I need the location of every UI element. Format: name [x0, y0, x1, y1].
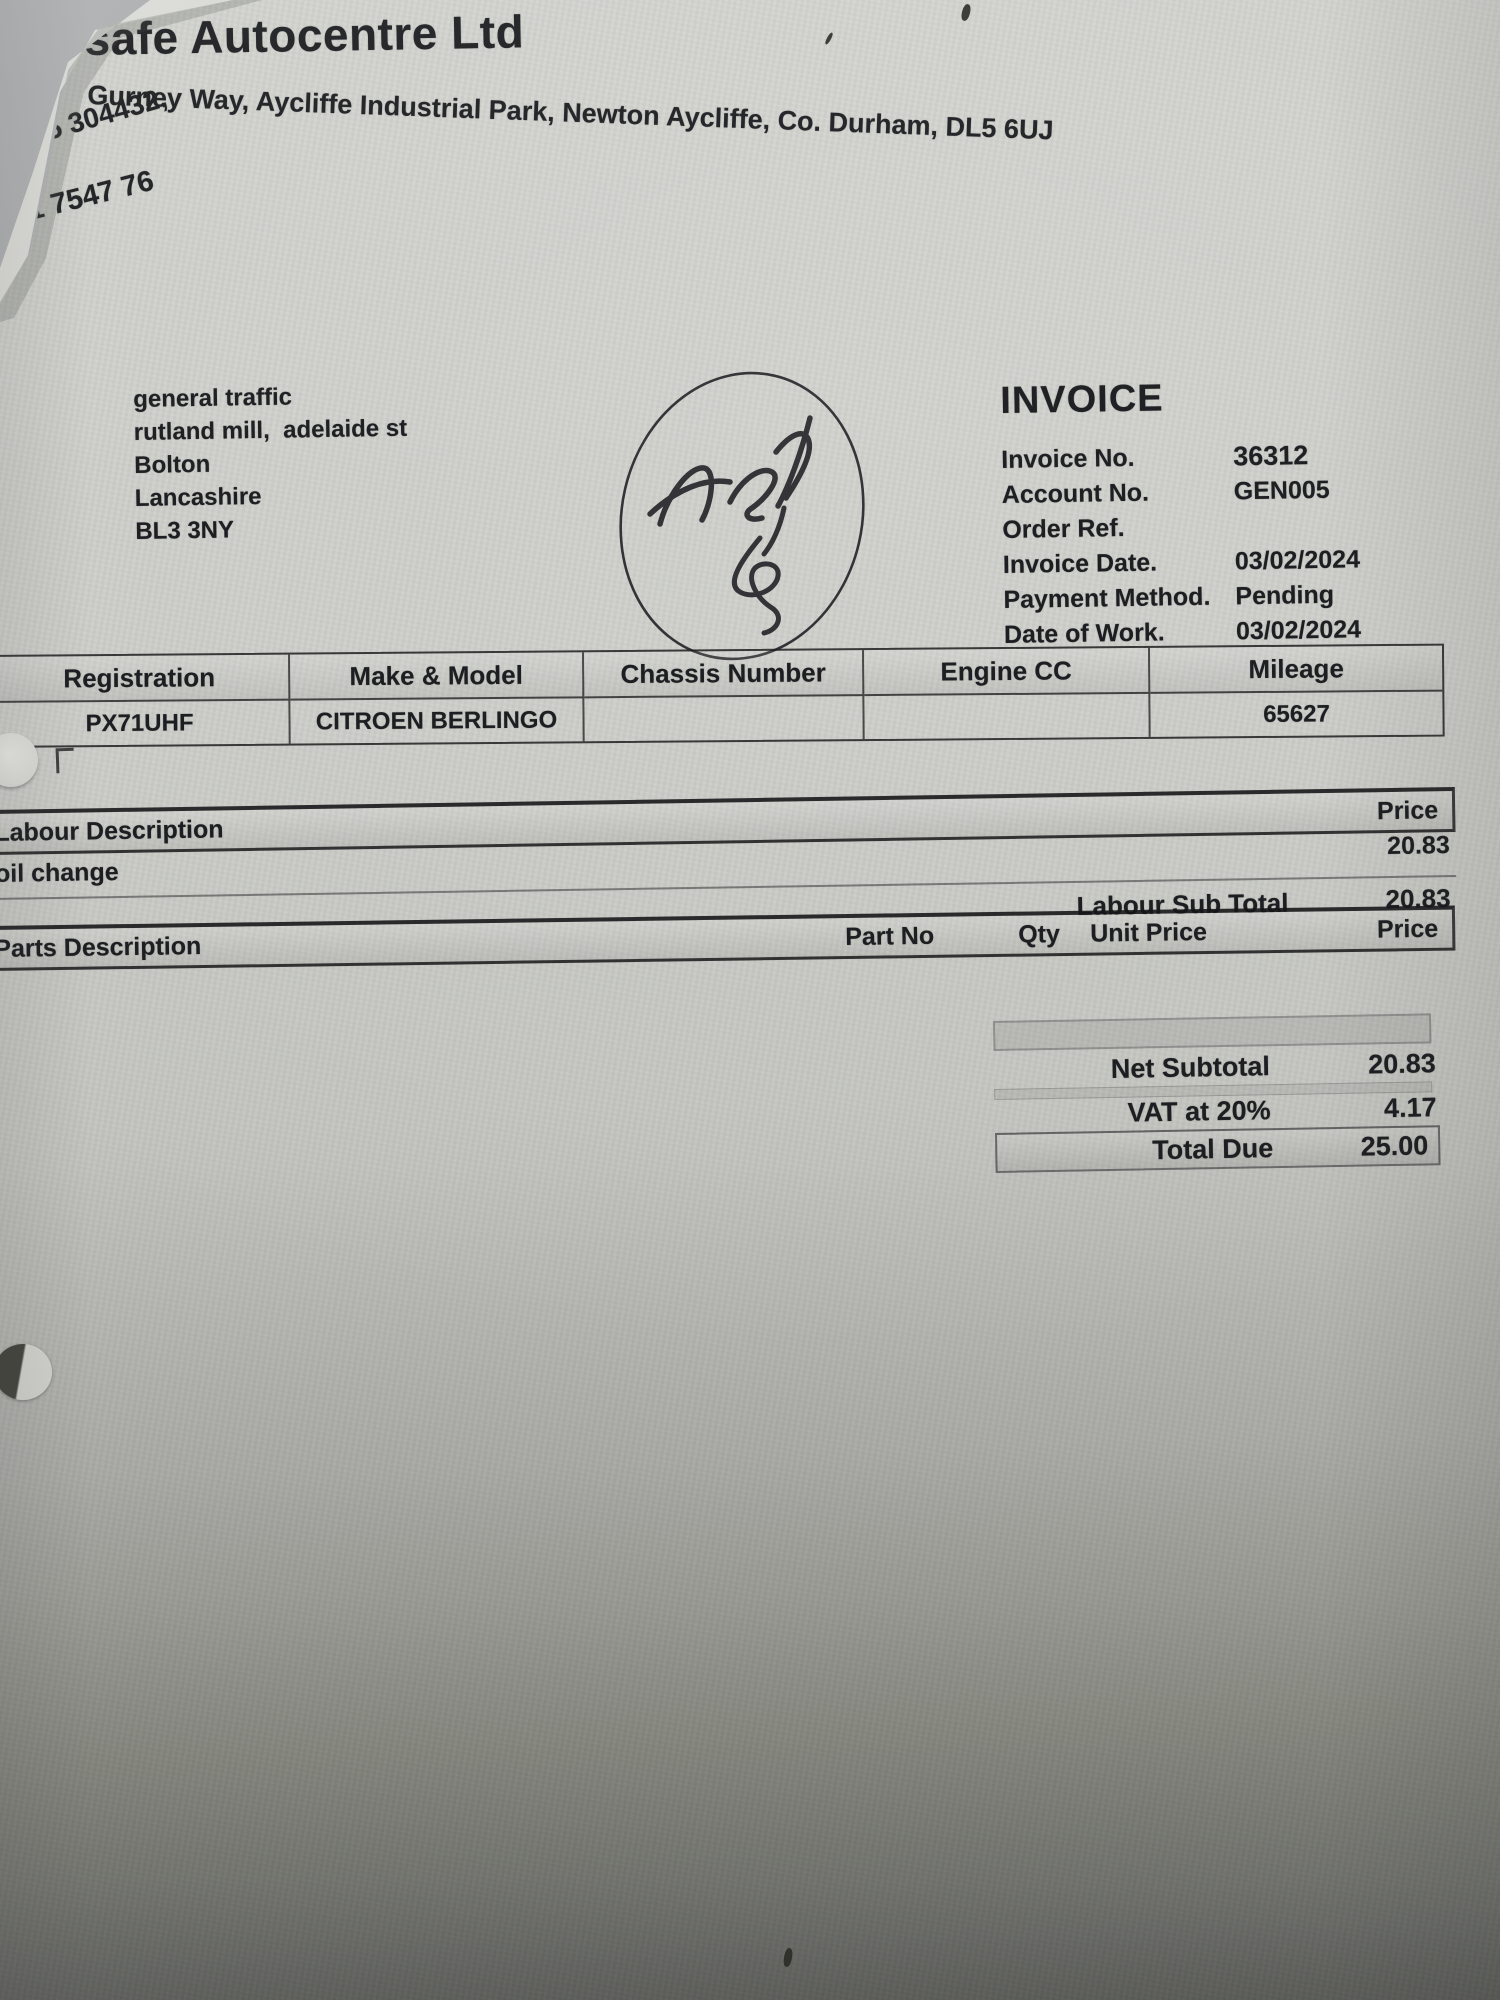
total-due-bar: Total Due 25.00 [994, 1125, 1441, 1173]
account-number-label: Account No. [1001, 478, 1150, 509]
date-of-work-value: 03/02/2024 [1235, 615, 1362, 646]
vehicle-header-mileage: Mileage [1149, 645, 1443, 694]
company-name: safe Autocentre Ltd [84, 5, 525, 65]
invoice-info-block: INVOICE Invoice No. 36312 Account No. GE… [1000, 373, 1464, 653]
parts-part-no-header: Part No [845, 921, 935, 952]
vehicle-engine-cc-value [864, 693, 1151, 740]
vat-value: 4.17 [1383, 1091, 1437, 1123]
invoice-number-value: 36312 [1232, 440, 1309, 472]
customer-address-block: general traffic rutland mill, adelaide s… [133, 379, 409, 548]
signature-circle [619, 371, 865, 661]
company-phone-fragment-2: 1 7547 76 [24, 164, 157, 228]
parts-description-header: Parts Description [0, 932, 202, 963]
customer-county: Lancashire [134, 482, 262, 512]
invoice-date-value: 03/02/2024 [1234, 545, 1361, 576]
company-address: Gurney Way, Aycliffe Industrial Park, Ne… [86, 80, 1055, 146]
net-subtotal-value: 20.83 [1367, 1047, 1437, 1079]
parts-price-header: Price [1376, 914, 1439, 944]
total-due-label: Total Due [1152, 1132, 1274, 1165]
vehicle-header-make-model: Make & Model [290, 652, 585, 701]
parts-qty-header: Qty [1018, 920, 1061, 949]
signature-scribble [619, 371, 865, 661]
pen-bracket-mark [55, 747, 75, 774]
customer-postcode: BL3 3NY [135, 516, 235, 545]
net-subtotal-row: Net Subtotal 20.83 [994, 1047, 1446, 1087]
payment-method-value: Pending [1235, 580, 1335, 611]
totals-empty-bar [993, 1013, 1432, 1051]
vehicle-header-registration: Registration [0, 654, 291, 703]
labour-description-header: Labour Description [0, 815, 224, 847]
vehicle-mileage-value: 65627 [1263, 699, 1330, 728]
net-subtotal-label: Net Subtotal [1110, 1050, 1271, 1084]
customer-name: general traffic [133, 383, 293, 413]
customer-street: rutland mill, adelaide st [133, 414, 408, 446]
payment-method-label: Payment Method. [1003, 582, 1211, 614]
vehicle-registration-value: PX71UHF [0, 700, 291, 746]
vat-row: VAT at 20% 4.17 [994, 1091, 1446, 1129]
labour-item-price: 20.83 [1386, 831, 1450, 861]
hole-punch-bottom [0, 1344, 52, 1400]
vat-label: VAT at 20% [1127, 1094, 1271, 1128]
vehicle-chassis-value [584, 696, 865, 742]
labour-price-header: Price [1376, 796, 1439, 826]
total-due-value: 25.00 [1360, 1129, 1429, 1162]
vehicle-header-chassis: Chassis Number [583, 650, 865, 699]
invoice-title: INVOICE [1000, 377, 1164, 422]
vehicle-table: Registration Make & Model Chassis Number… [0, 643, 1445, 748]
order-ref-label: Order Ref. [1002, 514, 1125, 544]
vehicle-header-engine-cc: Engine CC [863, 647, 1151, 697]
labour-item-description: oil change [0, 857, 119, 888]
account-number-value: GEN005 [1233, 475, 1330, 506]
invoice-number-label: Invoice No. [1001, 443, 1135, 474]
invoice-date-label: Invoice Date. [1002, 548, 1158, 579]
totals-block: Net Subtotal 20.83 VAT at 20% 4.17 Total… [993, 1013, 1448, 1173]
parts-unit-price-header: Unit Price [1090, 918, 1208, 948]
vehicle-make-model-value: CITROEN BERLINGO [290, 698, 585, 744]
customer-town: Bolton [134, 450, 211, 479]
